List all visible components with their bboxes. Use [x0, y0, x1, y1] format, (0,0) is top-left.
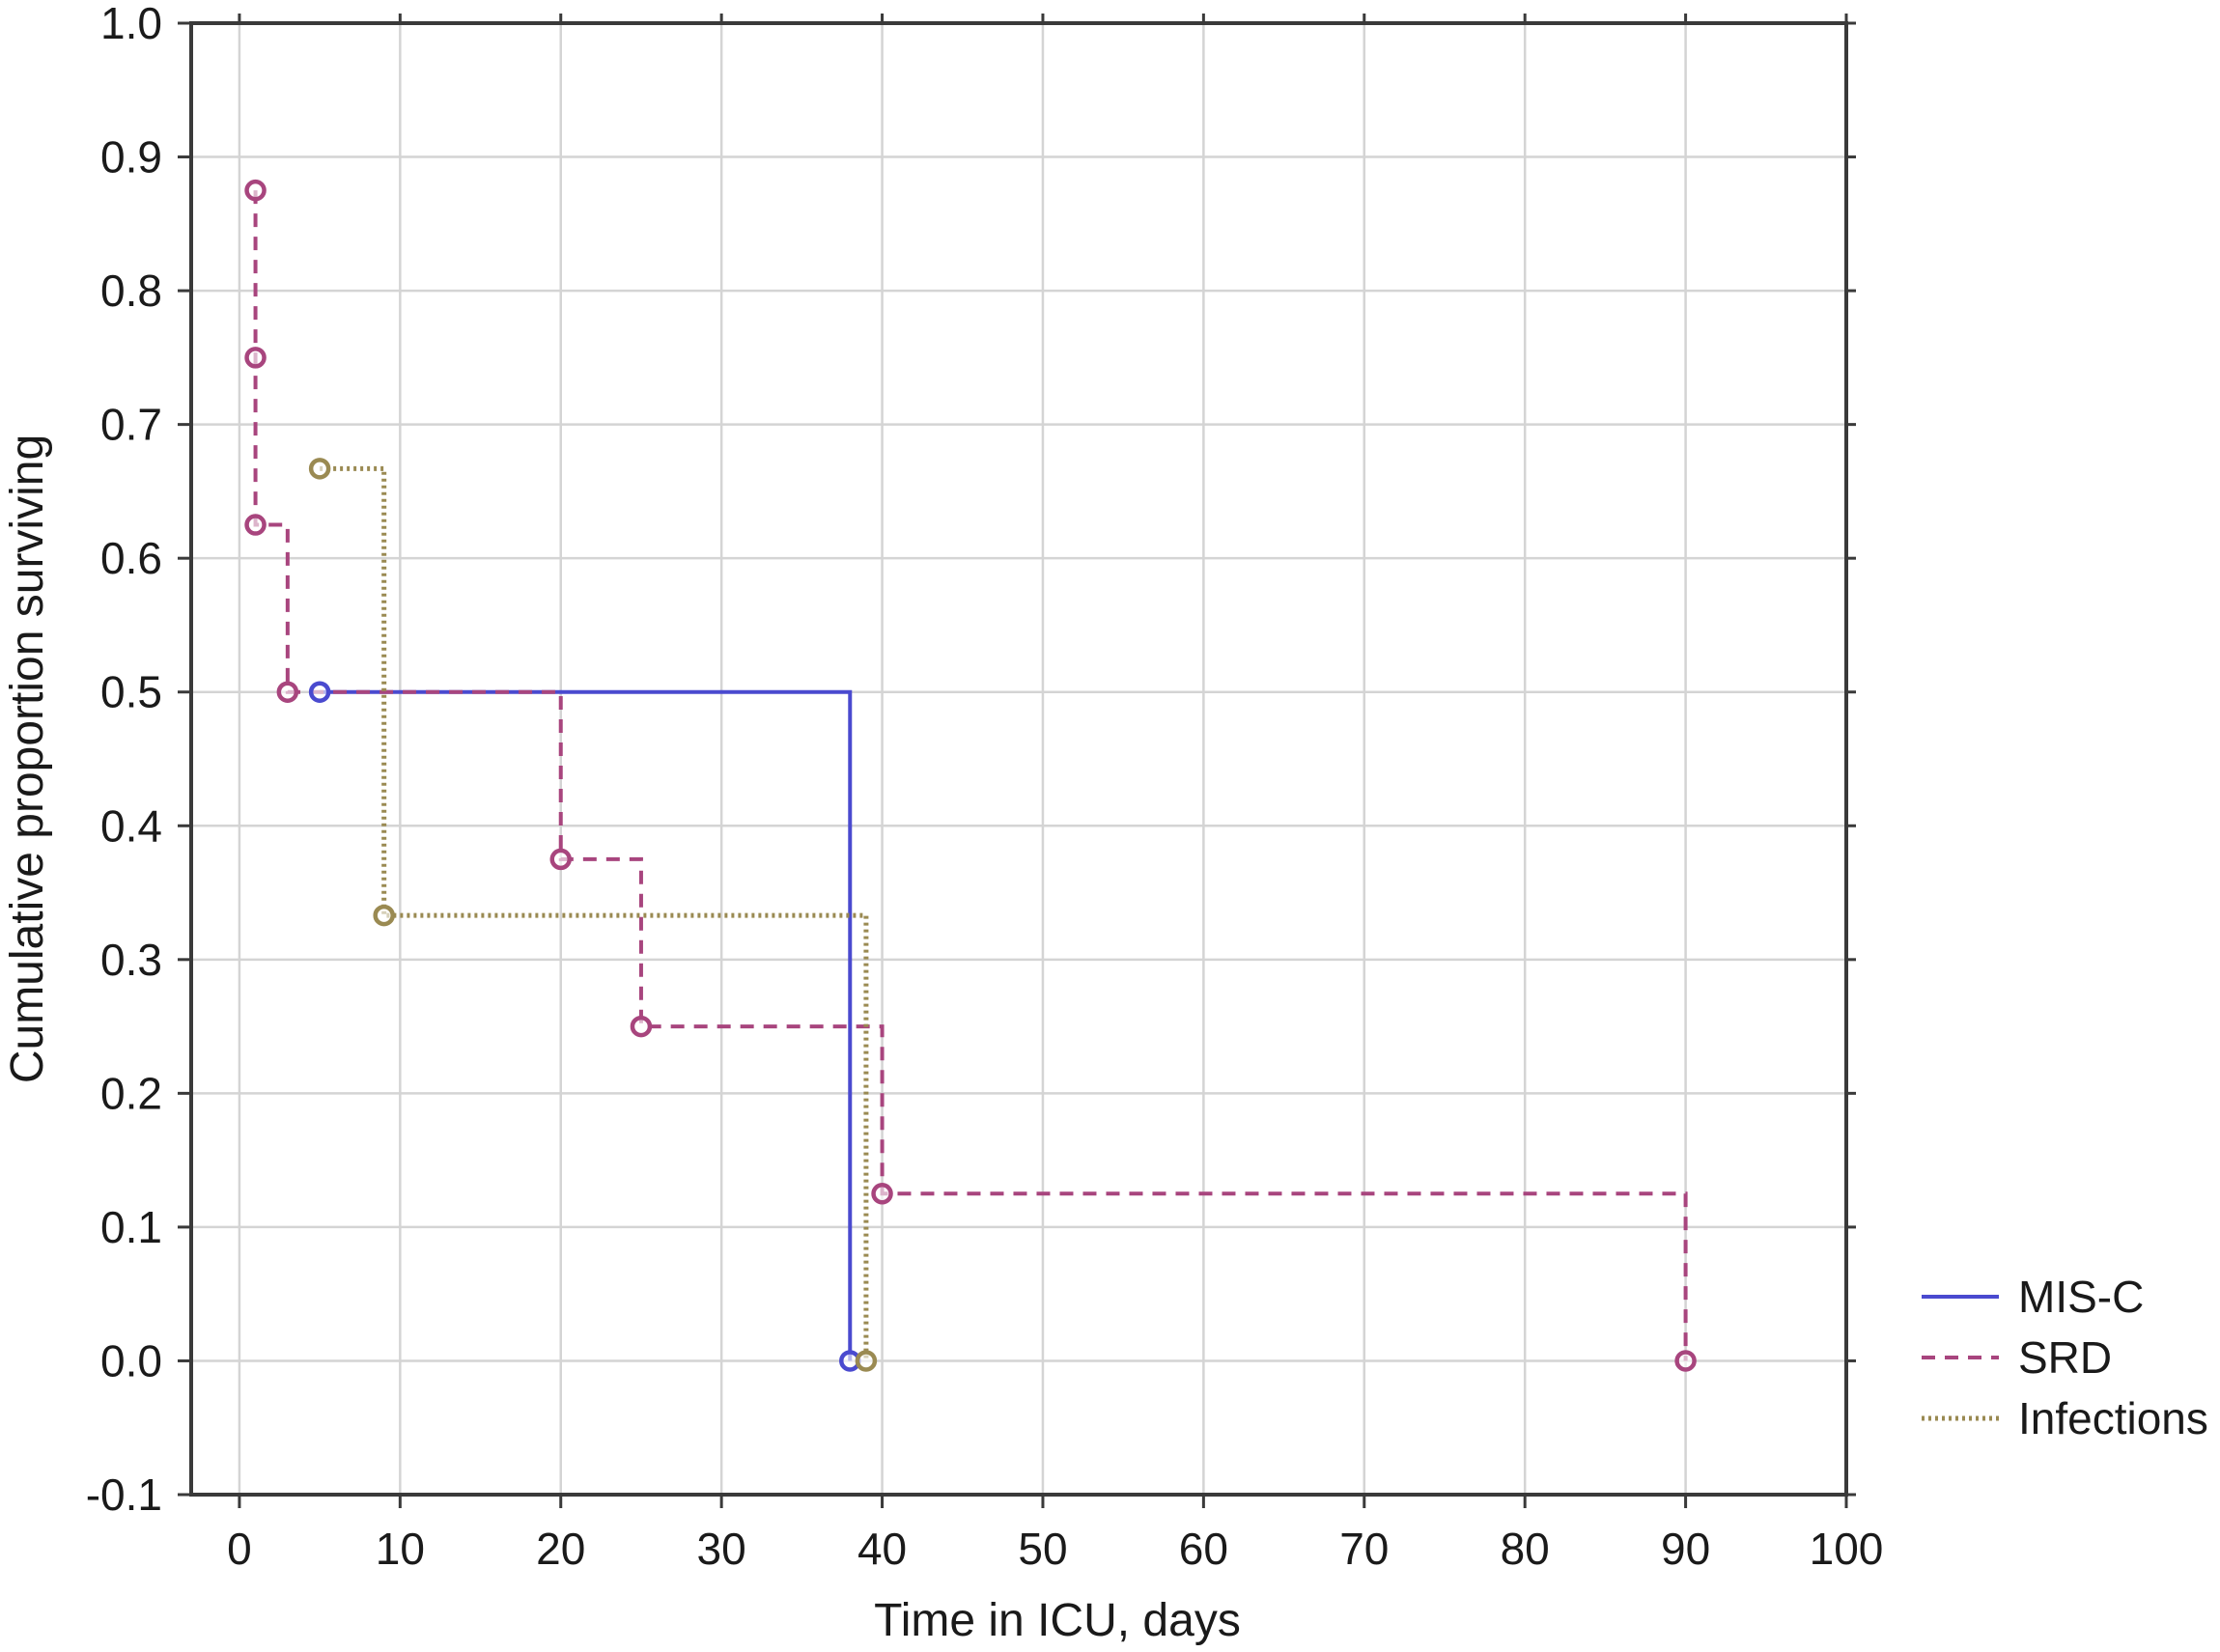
x-tick-label: 20	[536, 1524, 585, 1574]
y-tick-label: 0.8	[100, 266, 162, 316]
y-tick-label: 0.1	[100, 1202, 162, 1252]
grid-layer	[191, 23, 1846, 1495]
marker-srd-6	[871, 1183, 893, 1205]
x-tick-label: 30	[697, 1524, 746, 1574]
x-tick-label: 0	[227, 1524, 252, 1574]
x-tick-label: 40	[857, 1524, 907, 1574]
marker-srd-1	[244, 347, 267, 369]
marker-infections-1	[373, 904, 395, 927]
marker-srd-4	[549, 848, 572, 871]
y-tick-label: -0.1	[86, 1470, 162, 1520]
x-tick-label: 90	[1661, 1524, 1710, 1574]
y-tick-label: 1.0	[100, 0, 162, 48]
series-line-infections	[320, 465, 869, 1361]
marker-srd-7	[1674, 1350, 1697, 1372]
marker-srd-2	[244, 514, 267, 536]
legend: MIS-C SRD Infections	[1922, 1272, 2208, 1443]
legend-label-srd: SRD	[2018, 1332, 2112, 1383]
x-tick-label: 80	[1501, 1524, 1550, 1574]
y-axis-title: Cumulative proportion surviving	[2, 434, 53, 1083]
series-layer	[253, 190, 1688, 1361]
y-tick-label: 0.3	[100, 935, 162, 985]
y-tick-label: 0.2	[100, 1068, 162, 1118]
tick-layer	[178, 14, 1856, 1508]
y-tick-label: 0.7	[100, 400, 162, 450]
plot-frame	[189, 21, 1848, 1497]
y-tick-label: 0.6	[100, 533, 162, 583]
x-tick-label: 50	[1018, 1524, 1067, 1574]
x-tick-label: 60	[1179, 1524, 1228, 1574]
legend-label-infections: Infections	[2018, 1393, 2208, 1443]
y-tick-label: 0.9	[100, 132, 162, 182]
legend-label-mis-c: MIS-C	[2018, 1272, 2144, 1322]
x-axis-title: Time in ICU, days	[874, 1595, 1241, 1646]
x-tick-label: 10	[376, 1524, 425, 1574]
x-tick-label: 70	[1339, 1524, 1389, 1574]
marker-layer	[244, 179, 1697, 1372]
marker-srd-0	[244, 179, 267, 202]
marker-infections-2	[855, 1350, 878, 1372]
y-tick-label: 0.0	[100, 1335, 162, 1386]
tick-label-layer: 0 10 20 30 40 50 60 70 80 90 100 -0.1 0.0 0.1 0.2 0.3 0.…	[86, 0, 1884, 1574]
y-tick-label: 0.5	[100, 667, 162, 717]
marker-srd-5	[630, 1015, 653, 1038]
series-line-srd	[253, 190, 1688, 1361]
marker-srd-3	[276, 681, 299, 703]
marker-mis-c-0	[308, 681, 331, 703]
y-tick-label: 0.4	[100, 800, 162, 851]
x-tick-label: 100	[1810, 1524, 1884, 1574]
marker-infections-0	[308, 458, 331, 480]
